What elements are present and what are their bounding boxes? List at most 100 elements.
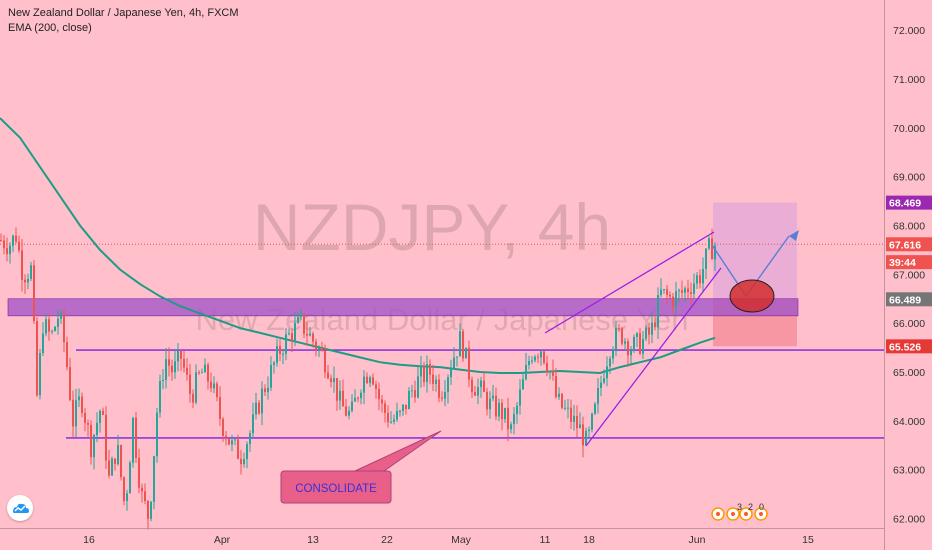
candle-body [468, 347, 470, 380]
candle-body [75, 400, 77, 427]
x-tick-label-0: 16 [83, 534, 95, 546]
candle-body [507, 407, 509, 430]
candle-body [420, 365, 422, 377]
ema-line [0, 117, 716, 375]
candle-body [702, 268, 704, 284]
candle-body [450, 368, 452, 378]
candle-body [441, 397, 443, 399]
x-tick-label-8: 15 [802, 534, 814, 546]
y-tick-label-9: 71.000 [893, 74, 925, 86]
candle-body [237, 439, 239, 459]
candle-body [36, 321, 38, 396]
candle-body [522, 379, 524, 390]
y-tick-label-8: 70.000 [893, 123, 925, 135]
candle-body [699, 275, 701, 284]
candle-body [354, 397, 356, 402]
candle-body [558, 393, 560, 398]
position-boxes[interactable] [713, 202, 797, 347]
candle-body [447, 377, 449, 392]
cloud-icon [13, 503, 29, 513]
candle-body [378, 388, 380, 400]
candle-body [492, 395, 494, 399]
candle-body [261, 388, 263, 414]
candle-body [657, 295, 659, 328]
candle-body [366, 376, 368, 384]
candle-body [0, 240, 2, 242]
candle-body [708, 238, 710, 249]
candle-body [210, 381, 212, 389]
candle-body [300, 313, 302, 318]
candle-body [582, 424, 584, 446]
candle-body [477, 387, 479, 396]
candle-body [501, 402, 503, 420]
indicator-legend[interactable]: EMA (200, close) [8, 22, 92, 34]
candle-body [72, 399, 74, 427]
candle-body [153, 456, 155, 502]
candle-body [696, 275, 698, 284]
y-tick-label-5: 67.000 [893, 269, 925, 281]
candle-body [672, 296, 674, 307]
candle-body [315, 341, 317, 350]
candle-body [297, 317, 299, 323]
candle-body [324, 350, 326, 373]
candle-body [60, 313, 62, 319]
candle-body [516, 405, 518, 414]
candle-body [543, 351, 545, 363]
candle-body [108, 460, 110, 476]
candle-body [180, 350, 182, 359]
candle-body [231, 440, 233, 445]
candle-body [147, 500, 149, 519]
chart-title: New Zealand Dollar / Japanese Yen, 4h, F… [8, 7, 239, 19]
candle-body [564, 407, 566, 409]
candle-body [654, 322, 656, 328]
candle-body [417, 376, 419, 398]
event-count-1: 2 [748, 502, 753, 512]
candle-body [423, 365, 425, 383]
candle-body [498, 402, 500, 417]
candle-body [177, 350, 179, 362]
candle-body [585, 431, 587, 446]
tradingview-logo[interactable] [7, 495, 33, 521]
candle-body [204, 364, 206, 373]
candle-body [597, 387, 599, 404]
candle-body [387, 412, 389, 423]
candle-body [18, 241, 20, 251]
candle-body [633, 336, 635, 352]
horizontal-levels[interactable] [0, 243, 884, 439]
candle-body [561, 393, 563, 408]
candle-body [243, 459, 245, 465]
candle-body [12, 235, 14, 246]
candle-body [264, 388, 266, 393]
x-tick-label-1: Apr [214, 534, 231, 546]
candle-body [90, 424, 92, 458]
y-tick-label-7: 69.000 [893, 172, 925, 184]
candle-body [312, 333, 314, 342]
candle-body [24, 279, 26, 283]
candle-body [537, 356, 539, 358]
drawings[interactable]: CONSOLIDATE 3 2 0 [280, 230, 799, 521]
candle-body [9, 245, 11, 255]
candle-body [432, 374, 434, 384]
candle-body [258, 402, 260, 414]
candle-body [138, 457, 140, 488]
price-label-4: 65.526 [889, 341, 921, 353]
candle-body [363, 376, 365, 393]
candle-body [126, 493, 128, 502]
event-count-2: 0 [759, 502, 764, 512]
candle-body [234, 439, 236, 441]
candle-body [117, 445, 119, 465]
event-marker-dot [731, 512, 735, 516]
candle-body [162, 380, 164, 382]
candle-body [330, 378, 332, 383]
candle-body [102, 410, 104, 415]
candles [0, 227, 716, 530]
candle-body [381, 399, 383, 404]
x-tick-label-6: 18 [583, 534, 595, 546]
candle-body [693, 283, 695, 294]
price-axis-bg [884, 0, 932, 550]
candle-body [711, 238, 713, 260]
watermark-symbol: NZDJPY, 4h [253, 190, 611, 264]
candle-body [306, 333, 308, 336]
